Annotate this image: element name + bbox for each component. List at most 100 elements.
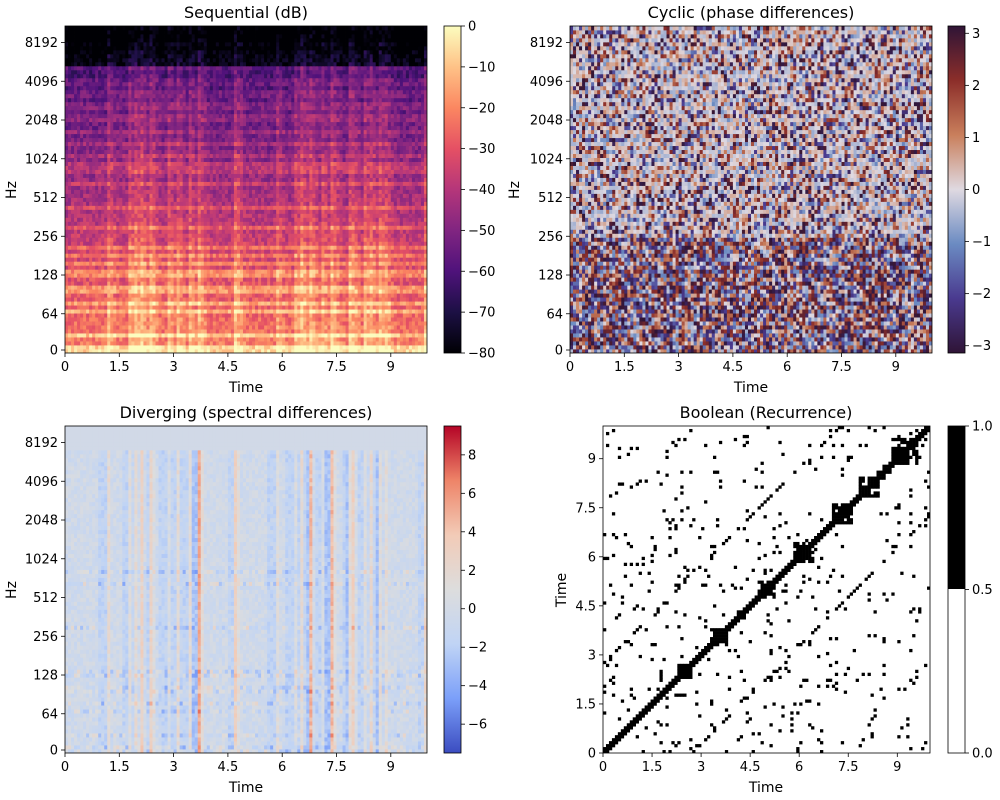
heatmap-cell <box>212 221 217 226</box>
heatmap-cell <box>378 305 383 310</box>
heatmap-cell <box>261 257 265 262</box>
heatmap-cell <box>393 225 398 230</box>
heatmap-cell <box>191 321 196 326</box>
heatmap-cell <box>98 305 102 310</box>
heatmap-cell <box>218 265 223 270</box>
heatmap-cell <box>203 197 208 202</box>
heatmap-cell <box>411 233 416 238</box>
heatmap-cell <box>375 245 380 250</box>
heatmap-cell <box>249 213 253 218</box>
heatmap-cell <box>360 273 365 278</box>
heatmap-cell <box>77 313 81 318</box>
heatmap-cell <box>140 205 144 210</box>
heatmap-cell <box>179 341 184 346</box>
heatmap-cell <box>270 237 274 242</box>
heatmap-cell <box>420 221 425 226</box>
heatmap-cell <box>420 293 425 298</box>
heatmap-cell <box>387 217 392 222</box>
heatmap-cell <box>110 333 114 338</box>
heatmap-cell <box>345 229 349 234</box>
heatmap-cell <box>300 289 304 294</box>
heatmap-cell <box>134 209 138 214</box>
heatmap-cell <box>264 261 268 266</box>
heatmap-cell <box>170 249 174 254</box>
heatmap-cell <box>300 293 304 298</box>
heatmap-cell <box>366 209 371 214</box>
heatmap-cell <box>158 205 162 210</box>
heatmap-cell <box>176 221 181 226</box>
heatmap-cell <box>206 305 211 310</box>
heatmap-cell <box>164 193 168 198</box>
heatmap-cell <box>212 341 217 346</box>
heatmap-cell <box>399 193 404 198</box>
heatmap-cell <box>218 305 223 310</box>
heatmap-cell <box>312 281 316 286</box>
heatmap-cell <box>74 217 78 222</box>
heatmap-cell <box>227 229 232 234</box>
heatmap-cell <box>363 209 368 214</box>
heatmap-cell <box>423 221 427 226</box>
heatmap-cell <box>212 237 217 242</box>
heatmap-cell <box>282 281 286 286</box>
heatmap-cell <box>402 297 407 302</box>
heatmap-cell <box>155 237 159 242</box>
heatmap-cell <box>261 241 265 246</box>
heatmap-cell <box>98 277 102 282</box>
heatmap-cell <box>393 229 398 234</box>
heatmap-cell <box>330 217 334 222</box>
heatmap-cell <box>297 333 301 338</box>
heatmap-cell <box>203 293 208 298</box>
heatmap-cell <box>375 293 380 298</box>
heatmap-cell <box>288 201 292 206</box>
heatmap-cell <box>420 245 425 250</box>
heatmap-cell <box>321 241 325 246</box>
heatmap-cell <box>110 197 114 202</box>
heatmap-cell <box>110 309 114 314</box>
heatmap-cell <box>261 325 265 330</box>
heatmap-cell <box>279 245 283 250</box>
heatmap-cell <box>300 321 304 326</box>
heatmap-cell <box>345 249 349 254</box>
heatmap-cell <box>411 317 416 322</box>
heatmap-cell <box>200 233 205 238</box>
heatmap-cell <box>224 289 229 294</box>
heatmap-cell <box>285 345 289 350</box>
heatmap-cell <box>137 297 141 302</box>
heatmap-cell <box>215 313 220 318</box>
heatmap-cell <box>167 221 171 226</box>
heatmap-cell <box>348 269 352 274</box>
heatmap-cell <box>128 333 132 338</box>
heatmap-cell <box>89 337 93 342</box>
heatmap-cell <box>420 189 425 194</box>
heatmap-cell <box>152 321 156 326</box>
heatmap-cell <box>291 273 295 278</box>
heatmap-cell <box>176 265 181 270</box>
heatmap-cell <box>110 321 114 326</box>
heatmap-cell <box>161 237 165 242</box>
heatmap-cell <box>164 313 168 318</box>
heatmap-cell <box>414 269 419 274</box>
heatmap-cell <box>396 277 401 282</box>
heatmap-cell <box>65 241 69 246</box>
heatmap-cell <box>306 269 310 274</box>
heatmap-cell <box>417 237 422 242</box>
heatmap-cell <box>152 293 156 298</box>
heatmap-cell <box>194 229 199 234</box>
heatmap-cell <box>110 193 114 198</box>
heatmap-cell <box>83 257 87 262</box>
heatmap-cell <box>381 189 386 194</box>
heatmap-cell <box>191 189 196 194</box>
heatmap-cell <box>339 321 343 326</box>
heatmap-cell <box>357 317 362 322</box>
heatmap-cell <box>366 349 371 353</box>
heatmap-cell <box>170 185 174 190</box>
heatmap-cell <box>321 349 325 353</box>
heatmap-cell <box>294 257 298 262</box>
heatmap-cell <box>236 293 241 298</box>
heatmap-cell <box>143 261 147 266</box>
heatmap-cell <box>306 197 310 202</box>
heatmap-cell <box>116 229 120 234</box>
heatmap-cell <box>390 253 395 258</box>
heatmap-cell <box>197 341 202 346</box>
heatmap-cell <box>149 237 153 242</box>
